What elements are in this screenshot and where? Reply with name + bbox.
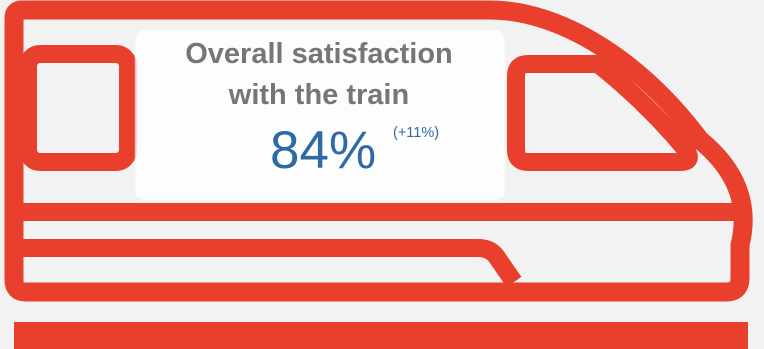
metric-value-group: 84% (+11%) bbox=[270, 121, 500, 191]
satisfaction-change: (+11%) bbox=[393, 125, 440, 141]
headline-line-2: with the train bbox=[228, 79, 410, 111]
rail-track bbox=[14, 322, 748, 349]
headline-line-1: Overall satisfaction bbox=[185, 38, 453, 70]
train-window-left bbox=[19, 45, 137, 171]
train-windshield bbox=[507, 55, 698, 171]
train-body-outline bbox=[4, 0, 753, 302]
train-stripe-lower bbox=[22, 239, 522, 288]
satisfaction-value: 84% bbox=[270, 121, 377, 180]
metric-panel-background bbox=[135, 30, 505, 200]
metric-headline: Overall satisfaction with the train bbox=[133, 34, 505, 116]
